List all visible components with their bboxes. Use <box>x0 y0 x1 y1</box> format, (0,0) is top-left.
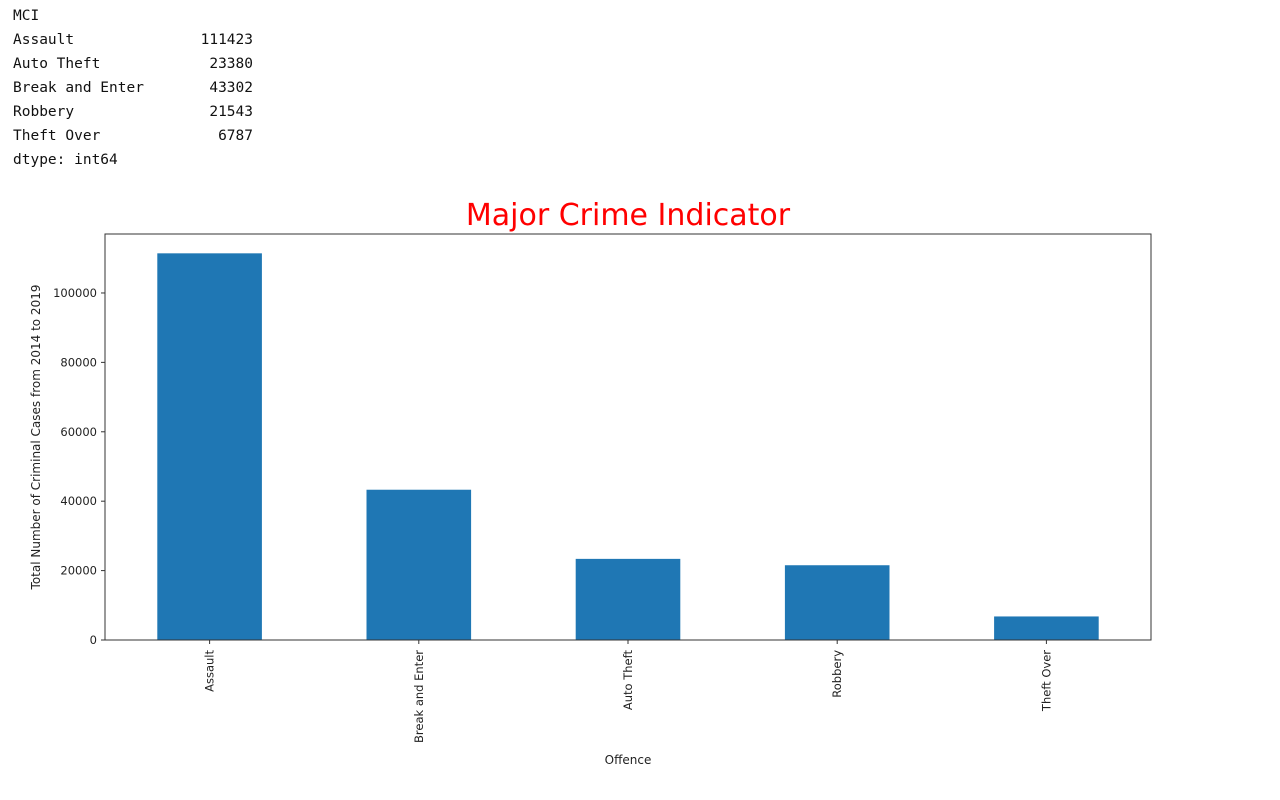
series-row: Robbery 21543 <box>13 100 253 124</box>
x-tick-label: Assault <box>203 650 217 692</box>
series-row-value: 111423 <box>200 32 253 48</box>
series-row-value: 21543 <box>209 104 253 120</box>
x-tick-label: Break and Enter <box>412 650 426 743</box>
y-tick-label: 0 <box>90 633 97 647</box>
x-axis-label: Offence <box>605 753 652 767</box>
bar-robbery <box>784 565 890 640</box>
y-axis-ticks: 0 20000 40000 60000 80000 100000 <box>53 286 105 647</box>
chart-title: Major Crime Indicator <box>466 198 791 233</box>
bar-assault <box>157 253 262 640</box>
series-row: Auto Theft 23380 <box>13 52 253 76</box>
x-tick-label: Theft Over <box>1039 650 1053 712</box>
y-tick-label: 100000 <box>53 286 97 300</box>
y-tick-label: 20000 <box>60 564 97 578</box>
series-row-value: 23380 <box>209 56 253 72</box>
x-tick-label: Robbery <box>830 650 844 698</box>
series-row-name: Break and Enter <box>13 80 144 96</box>
series-dtype: dtype: int64 <box>13 152 118 168</box>
series-row-name: Auto Theft <box>13 56 101 72</box>
series-row-value: 43302 <box>209 80 253 96</box>
bar-group <box>157 253 1099 640</box>
series-row: Assault 111423 <box>13 28 253 52</box>
y-axis-label: Total Number of Criminal Cases from 2014… <box>29 285 43 591</box>
x-tick-label: Auto Theft <box>621 650 635 711</box>
y-tick-label: 40000 <box>60 494 97 508</box>
series-row: Theft Over 6787 <box>13 124 253 148</box>
bar-break-and-enter <box>366 489 472 640</box>
x-axis-ticks: Assault Break and Enter Auto Theft Robbery T… <box>203 640 1053 743</box>
series-row-name: Assault <box>13 32 75 48</box>
bar-theft-over <box>994 616 1099 640</box>
cell-output-text: MCI Assault 111423 Auto Theft 23380 Break … <box>13 4 253 172</box>
series-header: MCI <box>13 8 40 24</box>
y-tick-label: 80000 <box>60 355 97 369</box>
series-row-value: 6787 <box>218 128 253 144</box>
series-row-name: Theft Over <box>13 128 101 144</box>
series-row: Break and Enter 43302 <box>13 76 253 100</box>
series-row-name: Robbery <box>13 104 75 120</box>
y-tick-label: 60000 <box>60 425 97 439</box>
bar-auto-theft <box>575 558 681 640</box>
